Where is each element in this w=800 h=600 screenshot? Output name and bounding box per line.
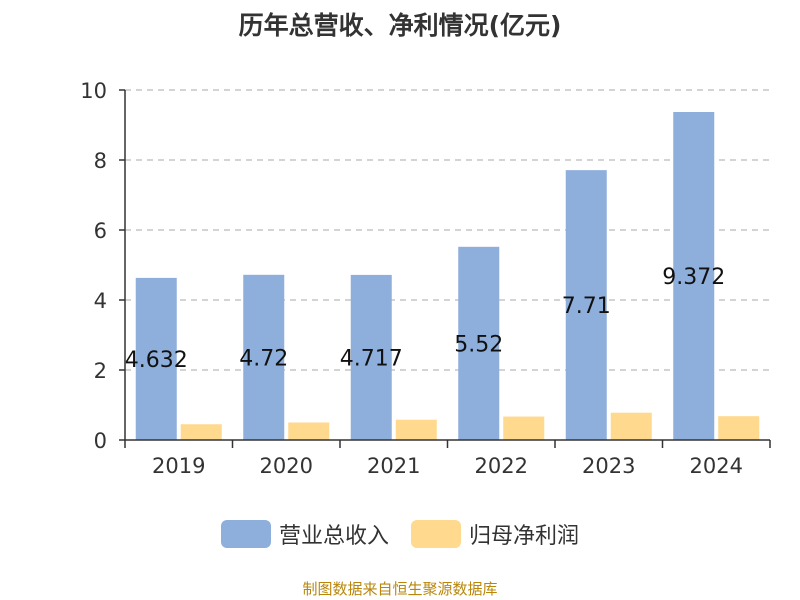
grid-lines <box>125 89 770 371</box>
y-tick-label: 6 <box>94 219 107 243</box>
data-labels: 4.632 4.72 4.717 5.52 7.71 9.372 <box>125 265 725 373</box>
x-tick-label: 2020 <box>260 454 313 478</box>
revenue-data-label: 7.71 <box>562 294 611 319</box>
legend-label-profit: 归母净利润 <box>469 524 580 549</box>
revenue-data-label: 4.717 <box>340 346 403 371</box>
y-tick-label: 10 <box>80 79 107 103</box>
revenue-data-label: 9.372 <box>662 265 725 290</box>
x-tick-label: 2019 <box>152 454 205 478</box>
legend-item-profit[interactable]: 归母净利润 <box>411 518 579 550</box>
x-tick-label: 2022 <box>475 454 528 478</box>
x-tick-label: 2023 <box>582 454 635 478</box>
revenue-bar <box>243 274 285 440</box>
x-tick-label: 2024 <box>690 454 743 478</box>
y-tick-label: 2 <box>94 359 107 383</box>
revenue-bar <box>673 111 715 440</box>
axes: 0 2 4 6 8 10 2019 2020 2021 2022 2023 2024 <box>80 79 771 478</box>
y-tick-label: 8 <box>94 149 107 173</box>
legend-label-revenue: 营业总收入 <box>278 524 389 549</box>
profit-bar <box>395 419 437 440</box>
y-tick-label: 0 <box>94 429 107 453</box>
source-footer: 制图数据来自恒生聚源数据库 <box>302 580 498 598</box>
revenue-bar <box>135 277 177 440</box>
revenue-data-label: 4.632 <box>125 348 188 373</box>
profit-bar <box>288 422 330 440</box>
legend-item-revenue[interactable]: 营业总收入 <box>220 518 389 550</box>
revenue-bar <box>350 274 392 440</box>
legend-swatch-revenue <box>220 520 271 548</box>
chart-title: 历年总营收、净利情况(亿元) <box>238 11 562 40</box>
profit-bar <box>718 416 760 440</box>
legend-swatch-profit <box>411 520 461 548</box>
profit-bar <box>180 424 222 440</box>
y-tick-label: 4 <box>94 289 107 313</box>
x-tick-label: 2021 <box>367 454 420 478</box>
profit-bar <box>610 412 652 440</box>
revenue-bar <box>565 170 607 440</box>
bars <box>135 111 760 440</box>
revenue-data-label: 5.52 <box>454 332 503 357</box>
profit-bar <box>503 416 545 440</box>
revenue-data-label: 4.72 <box>239 346 288 371</box>
legend: 营业总收入 归母净利润 <box>0 518 800 550</box>
revenue-bar <box>458 246 500 440</box>
